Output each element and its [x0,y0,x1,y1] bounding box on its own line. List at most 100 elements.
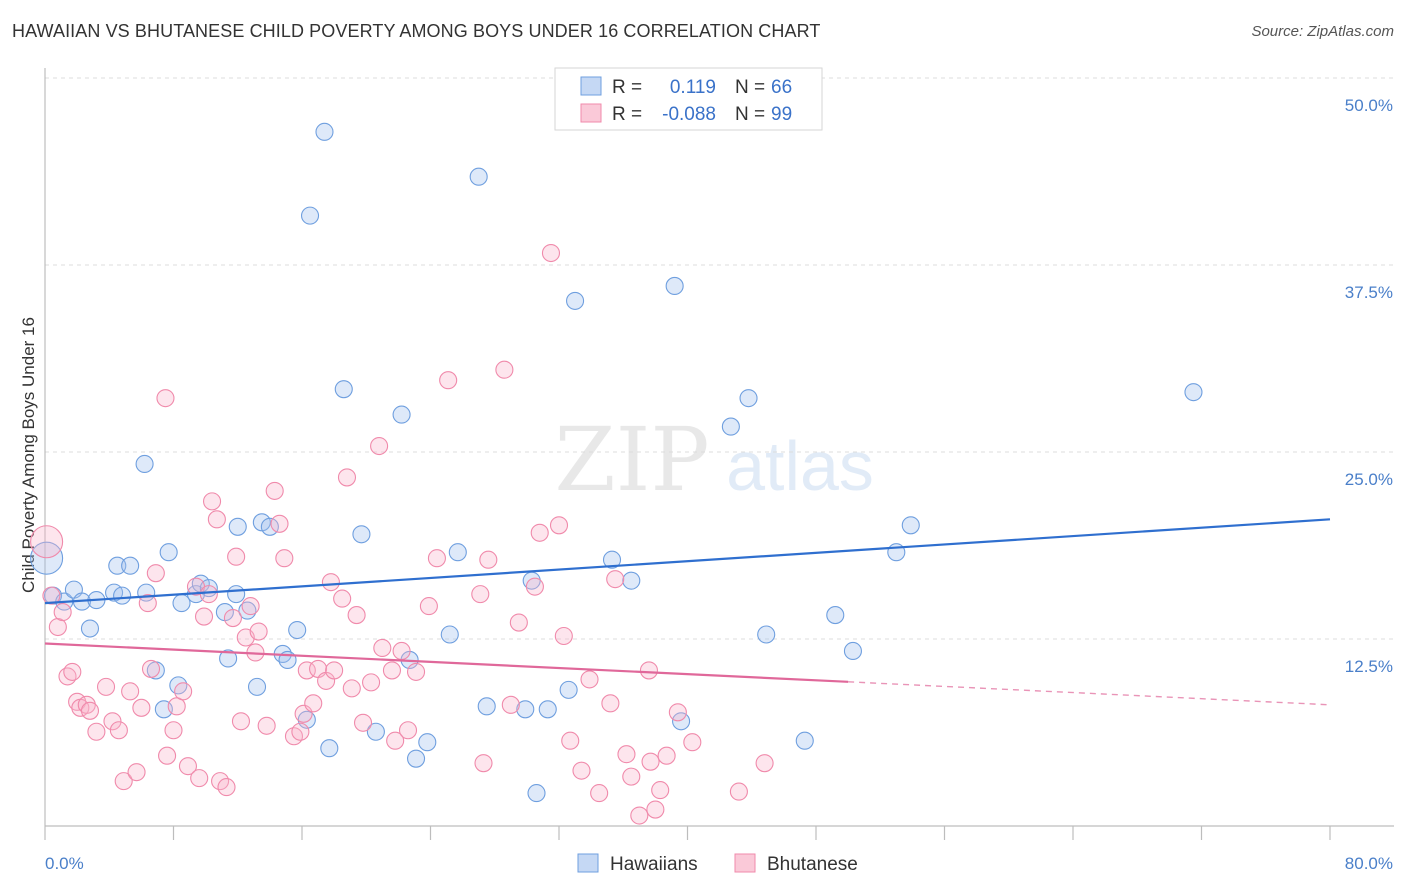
watermark-zip: ZIP [554,408,709,511]
y-tick-label: 12.5% [1345,657,1393,676]
bhutanese-point [304,694,323,713]
hawaiians-point [121,556,140,575]
watermark-atlas: atlas [726,427,874,505]
hawaiians-point [901,516,920,535]
bhutanese-point [223,609,242,628]
bhutanese-point [657,746,676,765]
bhutanese-point [668,703,687,722]
bhutanese-point [651,781,670,800]
bhutanese-point [241,597,260,616]
stats-n-label-1: N = [735,77,765,98]
bhutanese-point [362,673,381,692]
bhutanese-point [419,597,438,616]
bhutanese-point [392,641,411,661]
stats-n-value-1: 66 [771,77,792,98]
bhutanese-point [121,682,140,701]
stats-n-label-2: N = [735,104,765,125]
bhutanese-point [48,617,67,637]
bhutanese-point [471,585,490,604]
x-tick-label-max: 80.0% [1345,854,1393,873]
bhutanese-point [249,622,268,641]
hawaiians-trend-line [44,518,1331,605]
hawaiians-point [826,606,845,625]
bhutanese-point [561,731,580,750]
bhutanese-point [109,721,128,740]
y-tick-labels: 12.5% 25.0% 37.5% 50.0% [1345,96,1393,676]
bhutanese-point [646,800,665,819]
bhutanese-point [30,525,64,559]
bhutanese-point [580,670,599,689]
stats-box: R = 0.119 N = 66 R = -0.088 N = 99 [554,67,823,131]
bhutanese-point [617,745,636,764]
bhutanese-point [333,589,352,608]
bhutanese-point [174,682,193,701]
bhutanese-point [53,603,72,622]
bhutanese-point [190,769,209,788]
series-bhutanese-points [30,243,774,825]
hawaiians-point [80,619,100,638]
bhutanese-point [194,607,214,626]
bhutanese-point [321,573,340,592]
hawaiians-point [1184,383,1203,402]
y-tick-label: 25.0% [1345,470,1393,489]
bhutanese-point [601,694,620,713]
hawaiians-point [418,733,437,752]
hawaiians-point [757,625,776,644]
bhutanese-point [217,778,236,797]
bhutanese-point [164,721,183,740]
bhutanese-point [530,523,549,542]
bhutanese-point [297,661,316,680]
bhutanese-point [227,547,246,566]
hawaiians-point [320,739,339,758]
stats-r-label-2: R = [612,104,642,125]
bhutanese-point [370,436,389,456]
hawaiians-point [392,405,411,424]
stats-r-value-2: -0.088 [662,104,716,125]
bhutanese-point [167,697,186,716]
hawaiians-point [843,641,862,661]
bhutanese-point [80,701,100,720]
hawaiians-point [721,417,740,436]
hawaiians-point [219,649,238,668]
watermark: ZIP atlas [554,408,874,511]
hawaiians-point [135,454,154,474]
bhutanese-point [156,389,175,408]
bhutanese-point [141,659,161,678]
hawaiians-point [469,167,488,186]
y-tick-label: 50.0% [1345,96,1393,115]
bhutanese-point [495,360,514,379]
hawaiians-point [366,722,385,741]
hawaiians-point [448,543,467,562]
bhutanese-point [474,754,493,773]
series-layer [30,122,1331,825]
bhutanese-point [325,661,344,680]
bhutanese-point [231,712,251,731]
series-hawaiians-points [30,122,1203,803]
hawaiians-point [315,122,334,141]
stats-swatch-bhutanese [580,103,602,123]
bhutanese-point [590,784,609,803]
bhutanese-point [622,767,641,786]
bhutanese-point [158,746,177,765]
x-tick-label-min: 0.0% [45,854,84,873]
bhutanese-point [291,722,310,741]
bhutanese-point [275,549,294,568]
bhutanese-point [427,549,446,568]
hawaiians-point [538,700,557,719]
bhutanese-point [406,662,426,681]
stats-n-value-2: 99 [771,104,792,125]
bhutanese-point [373,638,392,658]
legend-label-bhutanese: Bhutanese [767,854,858,875]
hawaiians-point [227,585,246,604]
bhutanese-point [257,716,276,735]
legend-swatch-hawaiians [577,853,599,873]
bhutanese-point [114,772,133,791]
bhutanese-point [683,733,702,752]
bhutanese-point [337,468,357,487]
bhutanese-point [146,564,165,583]
bhutanese-point [270,514,289,533]
hawaiians-point [159,543,178,562]
bhutanese-point [554,626,573,646]
hawaiians-point [352,525,371,544]
